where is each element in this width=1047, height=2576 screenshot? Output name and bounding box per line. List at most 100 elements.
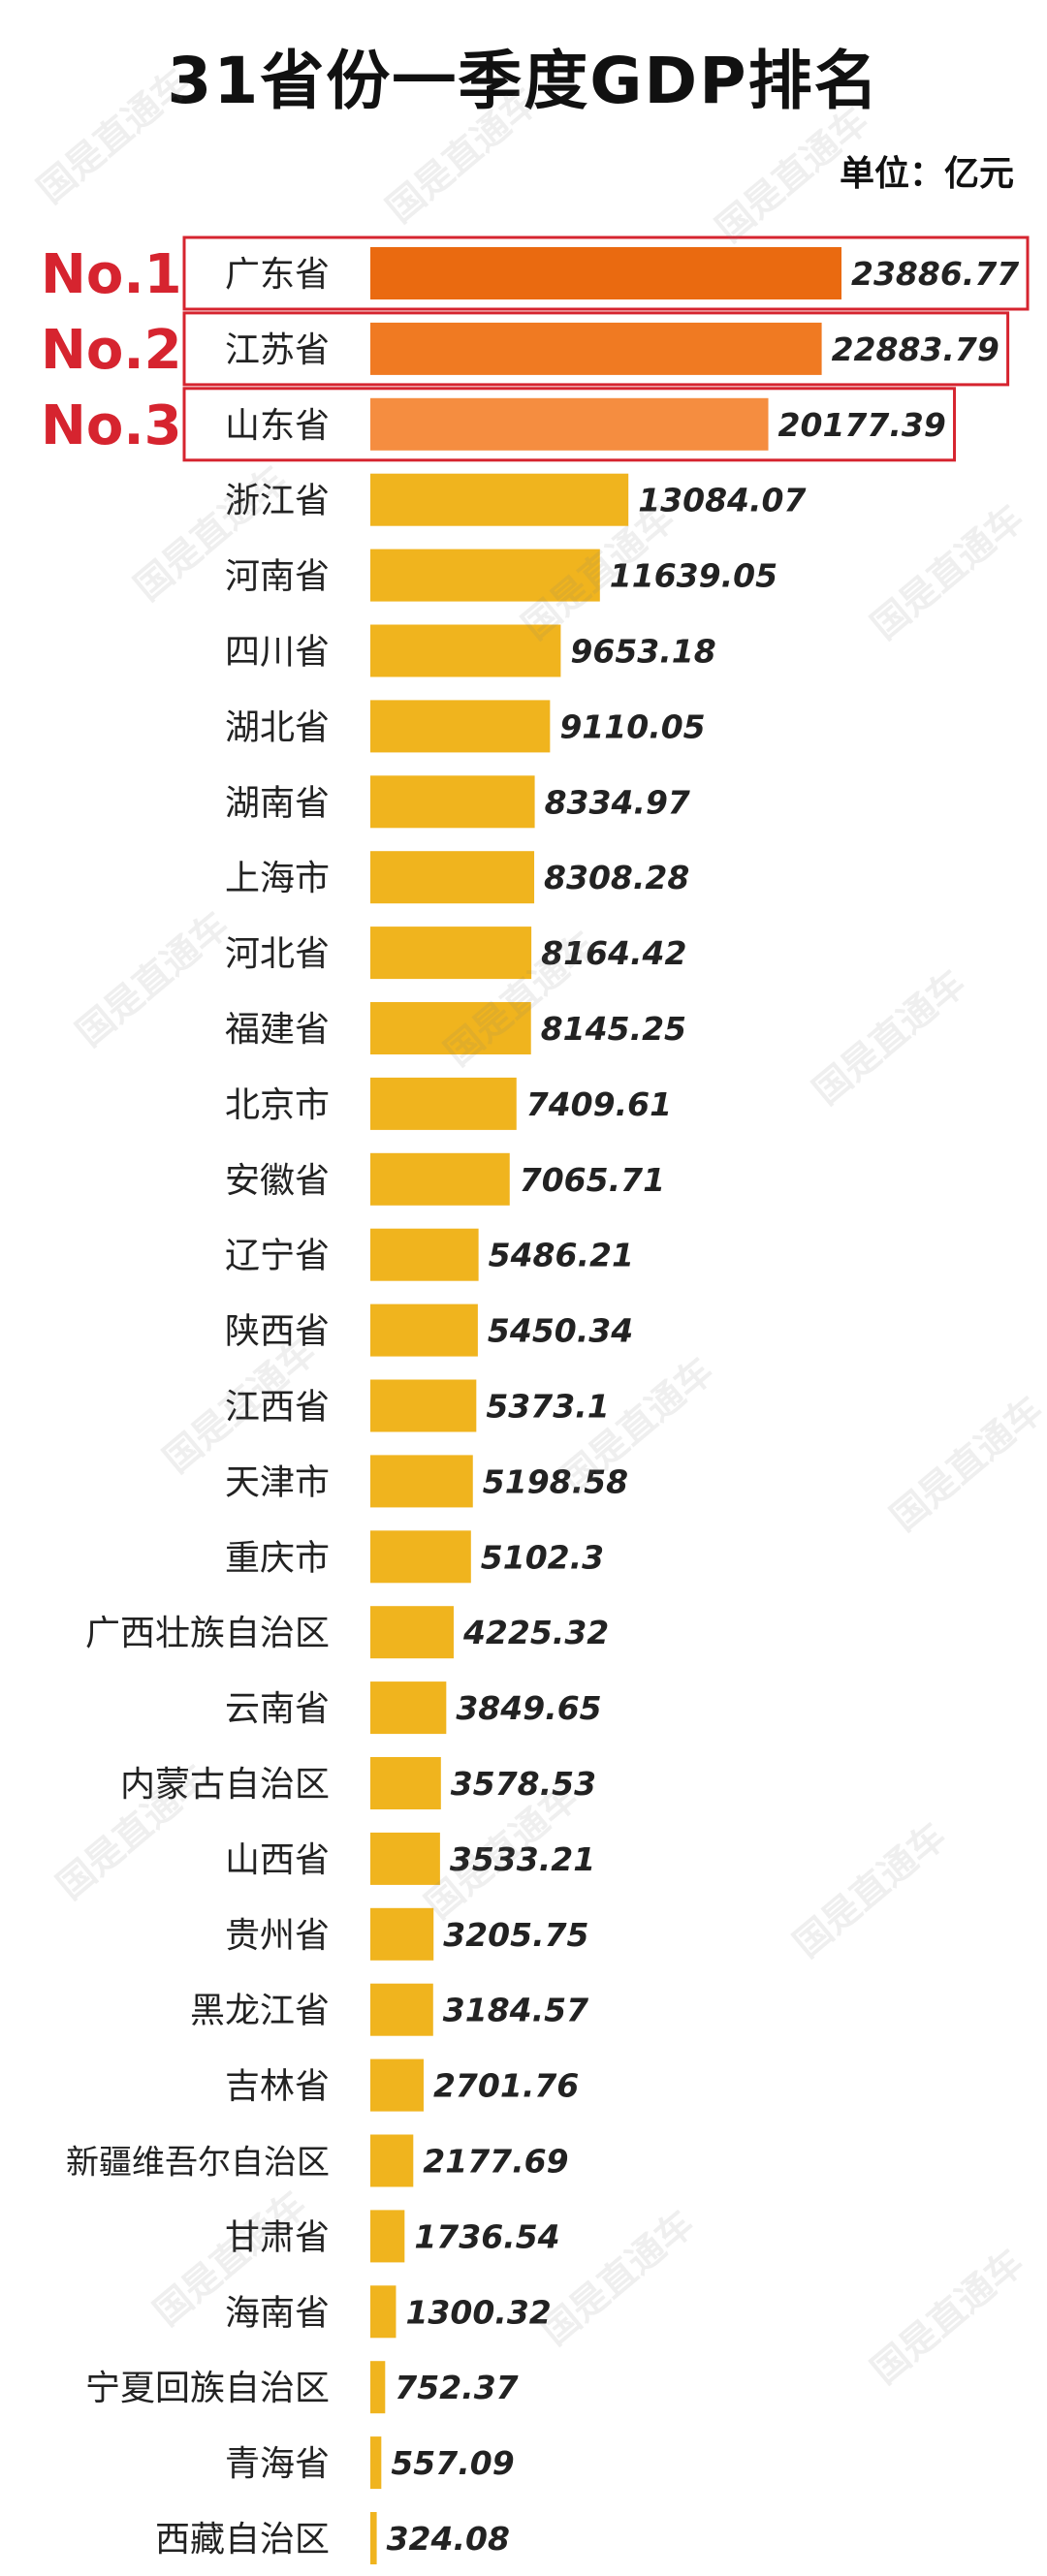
value-label: 752.37: [395, 2369, 518, 2406]
highlight-box-2: [182, 311, 1010, 387]
category-label: 黑龙江省: [190, 1992, 330, 2031]
value-label: 7065.71: [520, 1161, 665, 1199]
bar-8: [370, 775, 535, 829]
category-label: 浙江省: [225, 482, 330, 521]
value-label: 3578.53: [451, 1765, 596, 1803]
bar-17: [370, 1455, 473, 1508]
value-label: 5373.1: [486, 1388, 609, 1426]
value-label: 23886.77: [851, 255, 1019, 293]
bar-9: [370, 851, 535, 904]
category-label: 广东省: [225, 255, 330, 295]
value-label: 9653.18: [570, 633, 715, 671]
category-label: 内蒙古自治区: [120, 1765, 330, 1805]
bar-29: [370, 2361, 386, 2414]
value-label: 3849.65: [456, 1689, 601, 1727]
bar-21: [370, 1757, 441, 1809]
value-label: 22883.79: [832, 330, 999, 368]
bar-26: [370, 2134, 414, 2187]
bar-3: [370, 397, 769, 451]
category-label: 陕西省: [225, 1312, 330, 1352]
bar-5: [370, 549, 600, 602]
bar-12: [370, 1077, 517, 1130]
category-label: 重庆市: [225, 1538, 330, 1578]
bar-27: [370, 2210, 405, 2263]
value-label: 2701.76: [433, 2067, 579, 2105]
value-label: 5486.21: [489, 1237, 634, 1274]
bar-16: [370, 1379, 477, 1432]
value-label: 324.08: [387, 2520, 510, 2558]
value-label: 8145.25: [541, 1010, 686, 1048]
category-label: 湖北省: [225, 707, 330, 747]
unit-label: 单位：亿元: [839, 154, 1014, 194]
category-label: 宁夏回族自治区: [85, 2369, 330, 2408]
bar-14: [370, 1228, 479, 1281]
value-label: 9110.05: [559, 707, 705, 745]
bar-31: [370, 2512, 377, 2564]
value-label: 5102.3: [481, 1538, 604, 1576]
category-label: 上海市: [225, 859, 330, 898]
bar-7: [370, 700, 551, 753]
bar-20: [370, 1681, 447, 1735]
category-label: 山东省: [225, 406, 330, 446]
bar-13: [370, 1152, 510, 1206]
category-label: 河南省: [225, 557, 330, 597]
category-label: 河北省: [225, 934, 330, 974]
category-label: 江西省: [225, 1388, 330, 1428]
bar-15: [370, 1304, 478, 1357]
value-label: 3533.21: [450, 1840, 595, 1878]
category-label: 新疆维吾尔自治区: [66, 2144, 330, 2183]
category-label: 海南省: [225, 2293, 330, 2333]
bar-28: [370, 2285, 397, 2339]
category-label: 辽宁省: [225, 1237, 330, 1276]
category-label: 天津市: [225, 1462, 330, 1502]
page-title: 31省份一季度GDP排名: [167, 44, 880, 118]
category-label: 湖南省: [225, 783, 330, 823]
rank-label: No.2: [41, 319, 182, 382]
bar-1: [370, 247, 841, 299]
bar-11: [370, 1002, 531, 1054]
value-label: 2177.69: [423, 2143, 568, 2181]
value-label: 557.09: [391, 2444, 514, 2482]
bar-22: [370, 1832, 440, 1885]
bar-25: [370, 2058, 424, 2112]
value-label: 20177.39: [778, 406, 946, 444]
value-label: 8164.42: [541, 934, 686, 972]
highlight-box-3: [182, 387, 957, 462]
value-label: 5198.58: [483, 1462, 628, 1500]
bar-24: [370, 1983, 433, 2036]
category-label: 青海省: [225, 2444, 330, 2484]
bar-6: [370, 624, 561, 677]
value-label: 5450.34: [488, 1312, 633, 1350]
category-label: 西藏自治区: [155, 2520, 330, 2560]
bar-18: [370, 1530, 471, 1584]
value-label: 3184.57: [443, 1992, 588, 2029]
value-label: 11639.05: [610, 557, 777, 595]
bar-10: [370, 927, 532, 980]
value-label: 7409.61: [526, 1085, 672, 1123]
highlight-box-1: [182, 236, 1030, 311]
category-label: 安徽省: [225, 1161, 330, 1201]
value-label: 8308.28: [544, 859, 689, 896]
category-label: 云南省: [225, 1689, 330, 1729]
category-label: 江苏省: [225, 330, 330, 370]
bar-19: [370, 1606, 454, 1659]
category-label: 四川省: [225, 633, 330, 673]
rank-label: No.3: [41, 394, 182, 457]
category-label: 北京市: [225, 1085, 330, 1125]
bar-4: [370, 473, 629, 526]
value-label: 1736.54: [414, 2217, 559, 2255]
bar-30: [370, 2436, 382, 2490]
category-label: 广西壮族自治区: [85, 1614, 330, 1653]
value-label: 1300.32: [405, 2293, 551, 2331]
value-label: 3205.75: [443, 1916, 588, 1954]
bar-23: [370, 1907, 434, 1961]
category-label: 贵州省: [225, 1916, 330, 1956]
value-label: 13084.07: [638, 482, 806, 519]
category-label: 山西省: [225, 1840, 330, 1880]
category-label: 福建省: [225, 1010, 330, 1050]
category-label: 甘肃省: [225, 2217, 330, 2257]
rank-label: No.1: [41, 243, 182, 306]
category-label: 吉林省: [225, 2067, 330, 2107]
value-label: 8334.97: [545, 783, 690, 821]
